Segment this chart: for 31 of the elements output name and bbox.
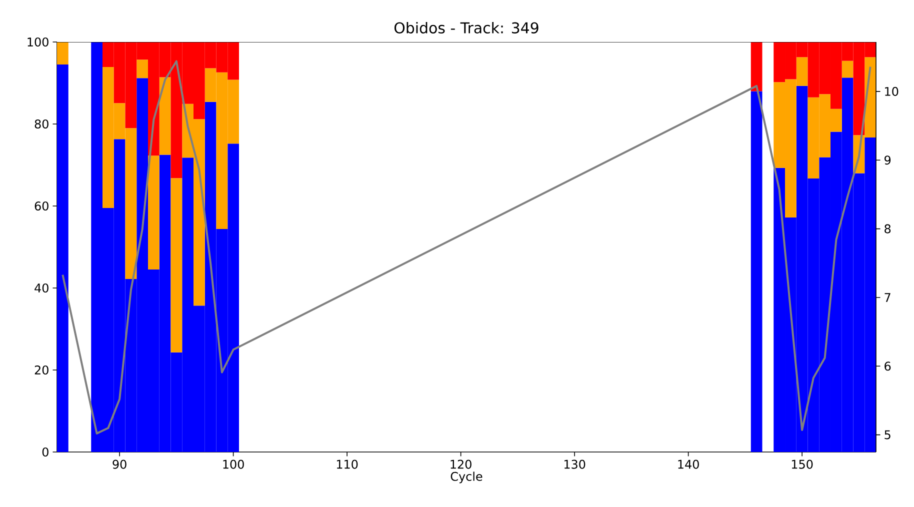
y-tick-label: 60 [34, 201, 48, 211]
y-tick-label: 40 [34, 283, 48, 293]
y-tick-label: 80 [34, 119, 48, 129]
bar [136, 60, 148, 78]
bar [170, 178, 182, 352]
bar [159, 77, 171, 155]
y2-tick-label: 10 [885, 86, 898, 96]
y-tick-label: 20 [34, 365, 48, 375]
bar [148, 156, 160, 270]
line-series [62, 60, 872, 434]
bar [750, 91, 762, 452]
x-tick-label: 130 [564, 460, 586, 469]
y2-tick-label: 5 [884, 430, 890, 440]
chart-title: Obidos - Track: 349 [394, 22, 538, 34]
x-tick-label: 150 [792, 460, 813, 469]
y2-tick-label: 9 [884, 156, 891, 165]
y2-tick-label: 8 [884, 224, 891, 234]
x-tick-label: 140 [678, 460, 699, 469]
y2-tick-label: 7 [884, 293, 890, 302]
y-tick-label: 0 [42, 447, 48, 457]
bar [842, 60, 854, 78]
x-tick-label: 100 [223, 460, 244, 469]
x-tick-label: 110 [336, 460, 358, 469]
x-tick-label: 120 [450, 460, 472, 469]
bar [57, 42, 68, 65]
x-axis-title: Cycle [450, 472, 482, 484]
y-tick-label: 100 [28, 37, 48, 47]
bar [57, 64, 68, 452]
y2-tick-label: 6 [884, 362, 891, 371]
bar [750, 42, 762, 92]
x-tick-label: 90 [112, 460, 126, 469]
